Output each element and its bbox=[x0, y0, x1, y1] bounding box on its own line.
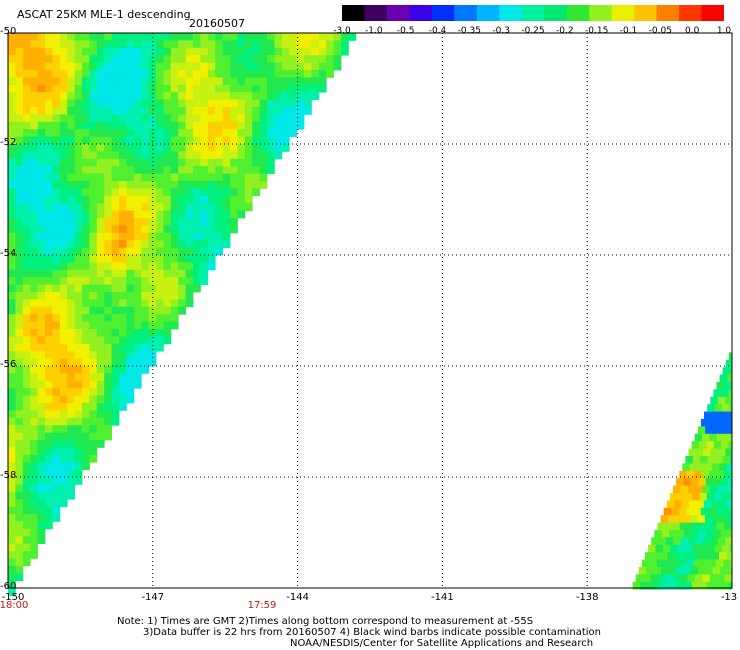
note-line-2: 3)Data buffer is 22 hrs from 20160507 4)… bbox=[143, 627, 601, 638]
graticule-grid bbox=[8, 33, 732, 588]
longitude-label: -144 bbox=[286, 592, 309, 603]
colorbar-swatch bbox=[409, 5, 433, 21]
colorbar-tick-label: -0.2 bbox=[556, 26, 574, 36]
longitude-label: -141 bbox=[431, 592, 454, 603]
longitude-label: -138 bbox=[575, 592, 599, 603]
time-label: 18:00 bbox=[0, 600, 29, 611]
colorbar-swatch bbox=[566, 5, 590, 21]
longitude-label: -150 bbox=[1, 592, 25, 603]
colorbar-swatch bbox=[589, 5, 613, 21]
colorbar-swatch bbox=[454, 5, 478, 21]
colorbar-tick-label: -0.1 bbox=[619, 26, 638, 36]
latitude-label: -60 bbox=[0, 581, 17, 592]
colorbar-swatch bbox=[544, 5, 568, 21]
swath-left-data bbox=[8, 33, 357, 596]
colorbar-tick-label: -3.0 bbox=[333, 26, 351, 36]
map-date: 20160507 bbox=[189, 17, 245, 30]
latitude-label: -52 bbox=[0, 137, 17, 148]
note-line-3: NOAA/NESDIS/Center for Satellite Applica… bbox=[290, 638, 594, 649]
colorbar-swatch bbox=[499, 5, 523, 21]
colorbar-swatch bbox=[701, 5, 724, 21]
map-plot bbox=[7, 32, 733, 596]
latitude-label: -56 bbox=[0, 359, 17, 370]
colorbar-swatch bbox=[611, 5, 635, 21]
swath-right-data bbox=[632, 352, 732, 590]
time-label: 17:59 bbox=[247, 600, 277, 611]
colorbar-tick-label: -0.4 bbox=[428, 26, 447, 36]
colorbar-tick-label: -0.15 bbox=[585, 26, 609, 36]
note-line-1: Note: 1) Times are GMT 2)Times along bot… bbox=[117, 616, 534, 627]
colorbar-swatch bbox=[364, 5, 388, 21]
colorbar-swatch bbox=[342, 5, 366, 21]
colorbar-swatch bbox=[476, 5, 500, 21]
colorbar-tick-label: -0.05 bbox=[648, 26, 672, 36]
colorbar-tick-label: -0.3 bbox=[492, 26, 510, 36]
colorbar-swatch bbox=[521, 5, 545, 21]
colorbar-swatch bbox=[679, 5, 703, 21]
colorbar-tick-label: -1.0 bbox=[365, 26, 383, 36]
colorbar-swatch bbox=[386, 5, 411, 21]
colorbar-tick-label: -0.25 bbox=[521, 26, 545, 36]
colorbar-tick-label: -0.5 bbox=[396, 26, 415, 36]
longitude-label: -13 bbox=[720, 592, 738, 603]
latitude-label: -54 bbox=[0, 248, 17, 259]
colorbar-tick-label: 0.0 bbox=[684, 26, 700, 36]
colorbar-swatch bbox=[431, 5, 455, 21]
latitude-label: -50 bbox=[0, 26, 17, 37]
colorbar-swatch bbox=[656, 5, 680, 21]
map-title: ASCAT 25KM MLE-1 descending bbox=[17, 8, 191, 21]
colorbar bbox=[342, 5, 724, 21]
colorbar-tick-label: -0.35 bbox=[457, 26, 481, 36]
colorbar-swatch bbox=[634, 5, 658, 21]
longitude-label: -147 bbox=[141, 592, 165, 603]
latitude-label: -58 bbox=[0, 470, 17, 481]
plot-border bbox=[7, 32, 733, 589]
colorbar-tick-label: 1.0 bbox=[716, 26, 732, 36]
